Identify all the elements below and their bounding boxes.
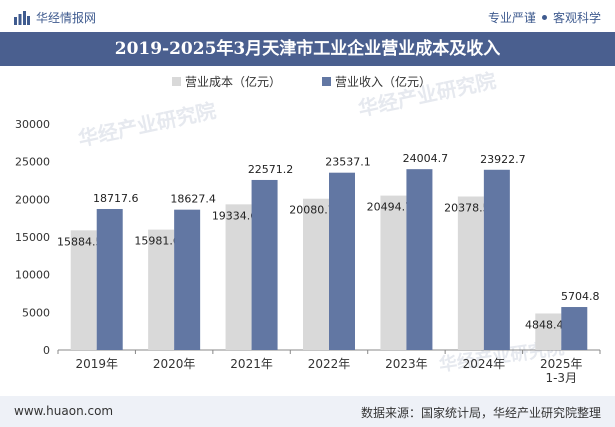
data-label-cost: 4848.4 (525, 318, 564, 331)
data-label-cost: 19334.6 (212, 209, 258, 222)
legend-label-0: 营业成本（亿元） (185, 74, 281, 89)
header-tags: 专业严谨 客观科学 (488, 9, 601, 26)
legend-swatch-1 (322, 77, 331, 86)
y-tick-label: 30000 (15, 118, 50, 131)
bar-revenue (96, 208, 123, 350)
bar-cost (303, 198, 329, 350)
chart-title: 2019-2025年3月天津市工业企业营业成本及收入 (0, 32, 615, 66)
x-tick-label: 2019年 (75, 357, 118, 371)
data-label-revenue: 18627.4 (170, 193, 216, 206)
data-label-revenue: 24004.7 (403, 152, 449, 165)
data-label-revenue: 23537.1 (325, 156, 371, 169)
data-label-revenue: 22571.2 (248, 163, 294, 176)
bar-cost (225, 204, 252, 350)
x-tick-label: 2023年 (385, 357, 428, 371)
bar-revenue (251, 179, 278, 350)
y-tick-label: 20000 (15, 193, 50, 206)
brand[interactable]: 华经情报网 (14, 9, 96, 26)
footer: www.huaon.com 数据来源：国家统计局，华经产业研究院整理 (0, 396, 615, 427)
data-label-revenue: 18717.6 (93, 192, 139, 205)
bar-revenue (406, 169, 433, 350)
y-tick-label: 10000 (15, 269, 50, 282)
brand-name: 华经情报网 (36, 11, 97, 25)
watermark-text: 华经产业研究院 (76, 98, 218, 151)
brand-logo-icon (14, 10, 30, 25)
bar-cost (148, 229, 175, 350)
y-tick-label: 15000 (15, 231, 50, 244)
legend-swatch-0 (172, 77, 181, 86)
data-label-cost: 20080.7 (289, 204, 335, 217)
data-label-cost: 20378.5 (444, 201, 490, 214)
x-tick-label: 2021年 (230, 357, 273, 371)
top-bar: 华经情报网 专业严谨 客观科学 (0, 0, 615, 32)
x-tick-label: 2020年 (153, 357, 196, 371)
chart-area: 华经产业研究院 华经产业研究院 华经产业研究院 营业成本（亿元） 营业收入（亿元） 0 50… (0, 66, 615, 396)
bar-revenue (174, 209, 201, 350)
tag-objective: 客观科学 (552, 11, 601, 25)
bullet-icon (541, 15, 547, 20)
bar-cost (457, 196, 484, 350)
tag-professional: 专业严谨 (487, 11, 536, 25)
x-tick-label: 2022年 (308, 357, 351, 371)
y-tick-label: 5000 (22, 306, 50, 319)
data-label-cost: 20494.7 (367, 201, 413, 214)
bar-cost (535, 313, 562, 350)
data-label-revenue: 5704.8 (561, 290, 600, 303)
bar-revenue (329, 172, 355, 350)
data-label-revenue: 23922.7 (480, 153, 526, 166)
legend-label-1: 营业收入（亿元） (335, 74, 431, 89)
footer-source: 数据来源：国家统计局，华经产业研究院整理 (360, 406, 601, 420)
x-tick-label: 2024年 (463, 357, 506, 371)
bar-cost (70, 230, 97, 350)
x-tick-label: 2025年 (540, 357, 583, 371)
bar-revenue (483, 169, 510, 350)
data-label-cost: 15884.5 (57, 235, 103, 248)
y-tick-label: 0 (43, 344, 50, 357)
x-tick-label: 1-3月 (545, 371, 577, 385)
y-tick-label: 25000 (15, 156, 50, 169)
data-label-cost: 15981.6 (134, 235, 180, 248)
bar-cost (380, 195, 407, 350)
bar-revenue (561, 307, 588, 350)
footer-url[interactable]: www.huaon.com (14, 404, 114, 418)
